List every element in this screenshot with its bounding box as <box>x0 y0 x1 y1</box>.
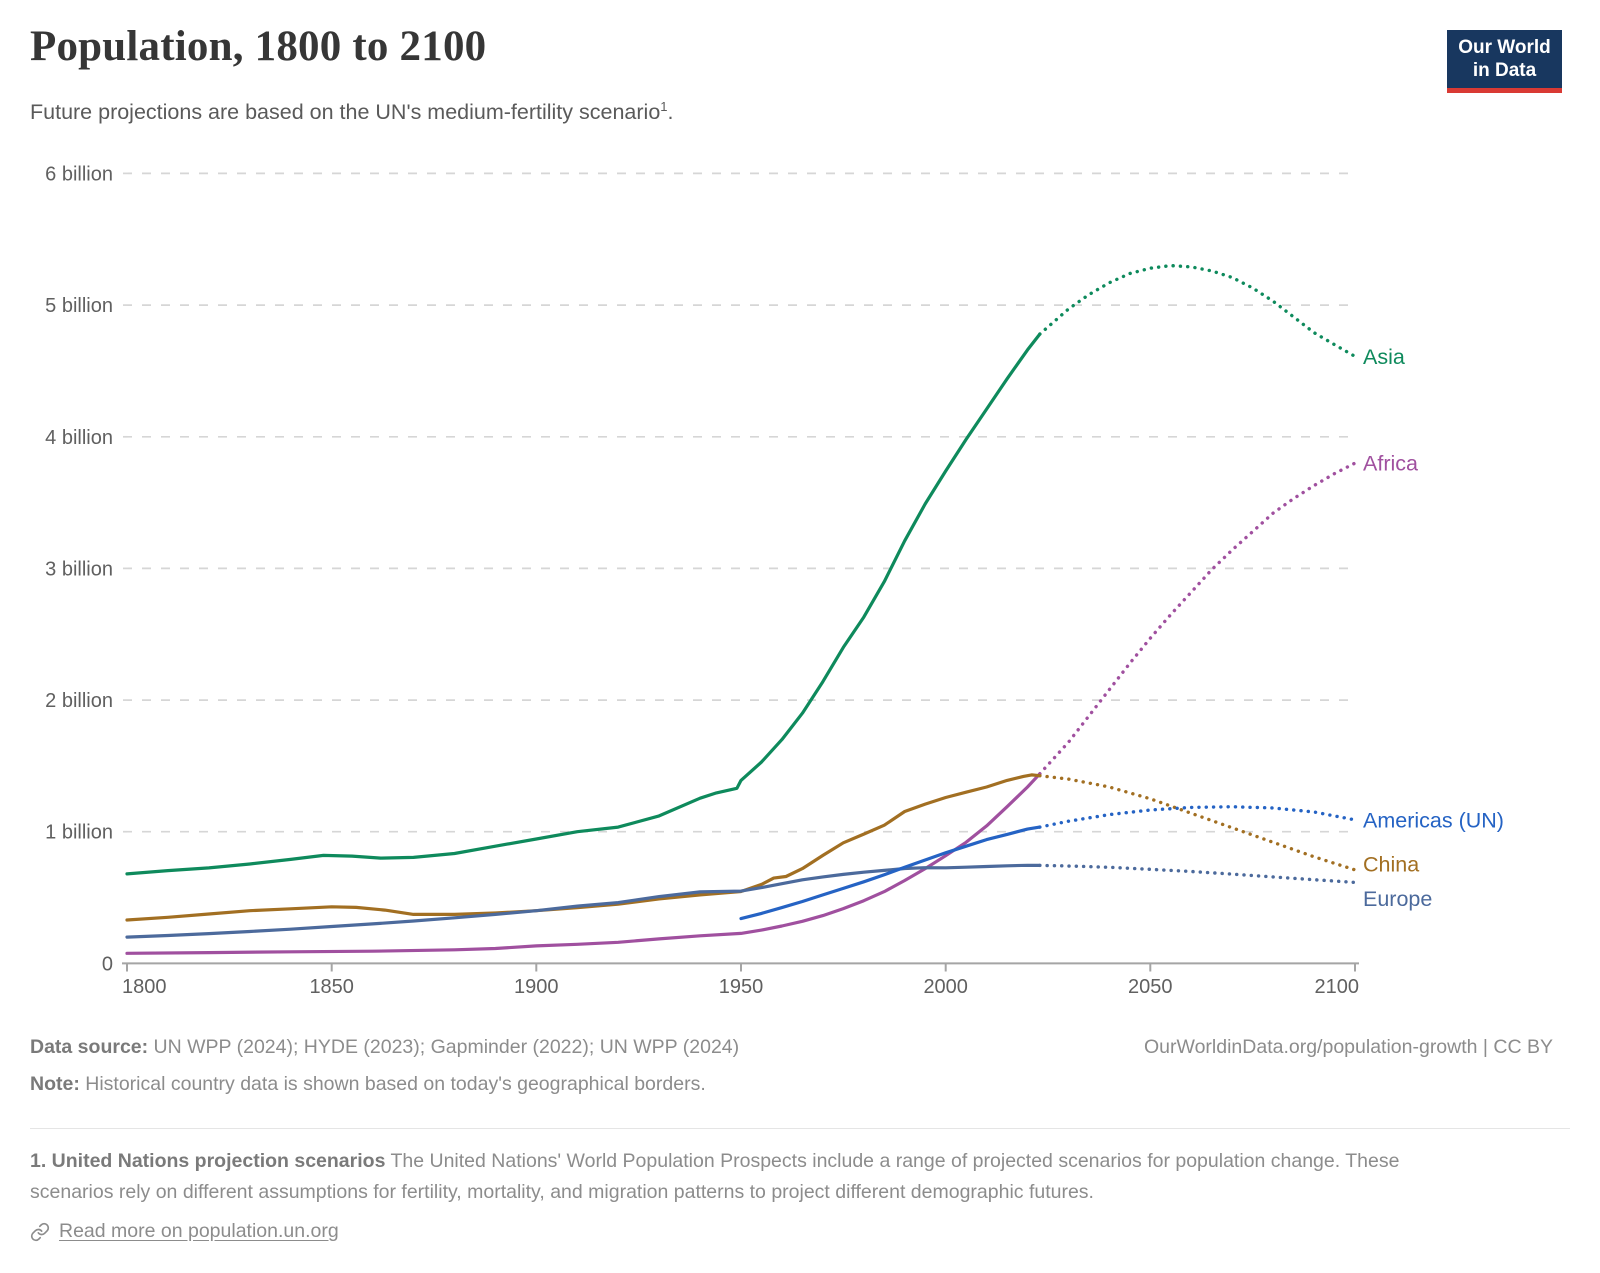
data-source-line: Data source: UN WPP (2024); HYDE (2023);… <box>30 1036 739 1059</box>
chart-subtitle-text: Future projections are based on the UN's… <box>30 100 661 125</box>
link-icon <box>30 1222 50 1241</box>
series-line-china[interactable] <box>125 773 1042 922</box>
series-projection-africa[interactable] <box>1038 461 1357 776</box>
series-projection-asia[interactable] <box>1038 263 1357 359</box>
series-line-asia[interactable] <box>125 332 1042 876</box>
x-tick-label: 1900 <box>514 976 559 998</box>
note-label: Note: <box>30 1073 80 1095</box>
owid-logo-line1: Our World <box>1458 37 1551 58</box>
series-label-asia[interactable]: Asia <box>1363 345 1405 369</box>
x-tick-label: 1850 <box>309 976 354 998</box>
x-tick-label: 1950 <box>719 976 764 998</box>
data-source-label: Data source: <box>30 1036 149 1058</box>
y-tick-label: 2 billion <box>45 690 113 712</box>
series-label-americas-un[interactable]: Americas (UN) <box>1363 808 1504 832</box>
y-tick-label: 5 billion <box>45 295 113 317</box>
x-tick-label: 2100 <box>1315 976 1360 998</box>
footnote-lead: 1. United Nations projection scenarios <box>30 1150 386 1172</box>
series-line-americas-un[interactable] <box>739 825 1042 921</box>
series-line-europe[interactable] <box>125 863 1042 939</box>
note-value: Historical country data is shown based o… <box>79 1073 706 1095</box>
series-projection-europe[interactable] <box>1038 863 1357 885</box>
footnote-body: The United Nations' World Population Pro… <box>30 1150 1400 1203</box>
y-tick-label: 1 billion <box>45 822 113 844</box>
series-projection-americas-un[interactable] <box>1038 804 1357 829</box>
y-tick-label: 0 <box>102 953 113 975</box>
data-source-value: UN WPP (2024); HYDE (2023); Gapminder (2… <box>148 1036 740 1058</box>
series-projection-china[interactable] <box>1038 774 1357 872</box>
series-label-africa[interactable]: Africa <box>1363 452 1418 476</box>
footer-divider <box>30 1128 1570 1129</box>
series-label-china[interactable]: China <box>1363 852 1419 876</box>
series-label-europe[interactable]: Europe <box>1363 887 1432 911</box>
note-line: Note: Historical country data is shown b… <box>30 1073 1553 1096</box>
y-tick-label: 3 billion <box>45 558 113 580</box>
chart-footer: Data source: UN WPP (2024); HYDE (2023);… <box>30 1036 1553 1096</box>
owid-logo[interactable]: Our World in Data <box>1447 30 1562 93</box>
footnote-reference[interactable]: 1 <box>660 99 668 114</box>
footnote-section: 1. United Nations projection scenarios T… <box>30 1146 1482 1247</box>
owid-logo-line2: in Data <box>1472 60 1537 81</box>
x-tick-label: 1800 <box>122 976 167 998</box>
x-tick-label: 2050 <box>1128 976 1173 998</box>
footnote-link[interactable]: Read more on population.un.org <box>30 1216 339 1247</box>
chart-title: Population, 1800 to 2100 <box>30 23 487 70</box>
footnote-text: 1. United Nations projection scenarios T… <box>30 1146 1482 1208</box>
y-tick-label: 6 billion <box>45 163 113 185</box>
x-tick-label: 2000 <box>923 976 968 998</box>
chart-subtitle: Future projections are based on the UN's… <box>30 99 674 125</box>
y-tick-label: 4 billion <box>45 427 113 449</box>
attribution-link[interactable]: OurWorldinData.org/population-growth | C… <box>1144 1036 1553 1058</box>
footnote-link-label: Read more on population.un.org <box>59 1220 339 1242</box>
population-line-chart: 0 1 billion 2 billion 3 billion 4 billion 5 b… <box>45 163 1504 998</box>
chart-subtitle-period: . <box>667 100 674 125</box>
